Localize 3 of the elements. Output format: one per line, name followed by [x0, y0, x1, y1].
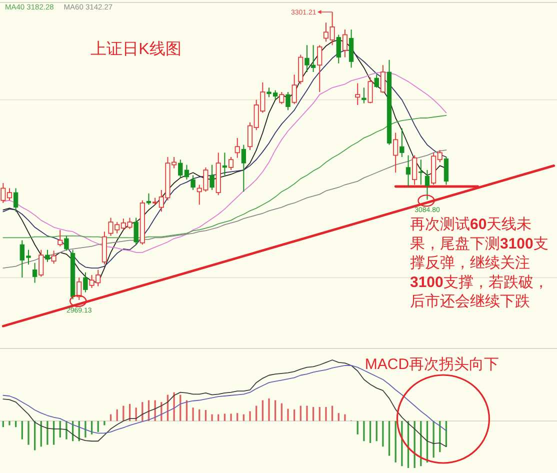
text: 再次测试60天线未果，尾盘下测3100支撑反弹，继续关注3100支撑，若跌破，后市还会继续下跌: [410, 216, 548, 310]
annotation: MACD再次拐头向下: [364, 356, 500, 373]
text: 上证日K线图: [90, 40, 182, 58]
